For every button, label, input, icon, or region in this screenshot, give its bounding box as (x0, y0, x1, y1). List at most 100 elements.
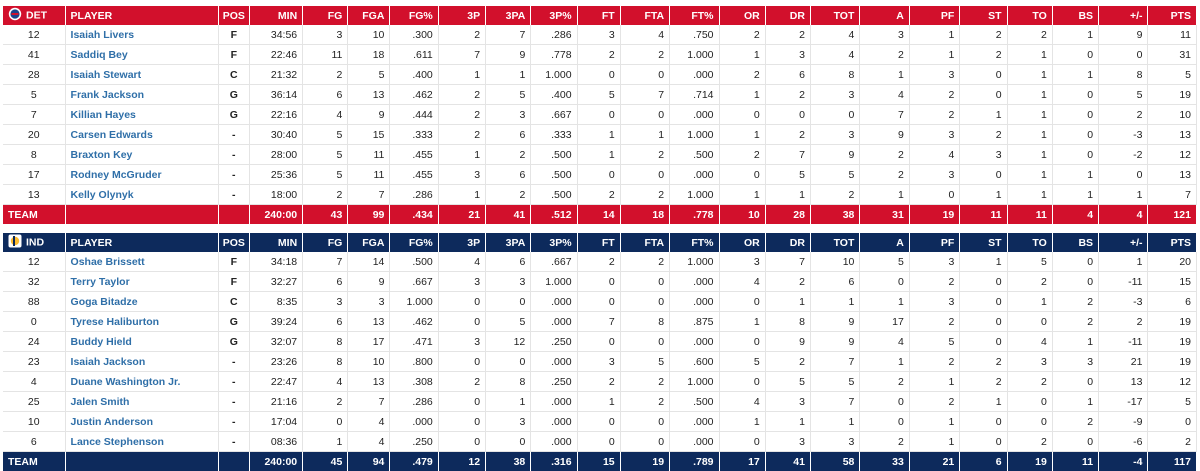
player-name-link[interactable]: Carsen Edwards (65, 125, 219, 145)
total-a: 31 (860, 205, 909, 225)
jersey-number: 13 (3, 185, 65, 205)
team-abbr: DET (26, 9, 47, 21)
column-header-pos: POS (219, 233, 249, 252)
stat-pts: 19 (1148, 332, 1197, 352)
player-name-link[interactable]: Braxton Key (65, 145, 219, 165)
stat-fg-pct: .250 (390, 432, 438, 452)
stat-fg-pct: .286 (390, 392, 438, 412)
stat-min: 21:16 (249, 392, 303, 412)
stat-fg: 6 (303, 272, 348, 292)
player-name-link[interactable]: Justin Anderson (65, 412, 219, 432)
stat-ft: 0 (577, 332, 620, 352)
jersey-number: 28 (3, 65, 65, 85)
player-name-link[interactable]: Isaiah Stewart (65, 65, 219, 85)
stat-st: 1 (960, 185, 1007, 205)
jersey-number: 41 (3, 45, 65, 65)
position: - (219, 432, 249, 452)
stat-bs: 1 (1052, 332, 1098, 352)
stat-a: 0 (860, 412, 909, 432)
stat-tot: 9 (810, 332, 859, 352)
stat-fta: 0 (620, 332, 669, 352)
team-total-label: TEAM (3, 205, 65, 225)
stat-tot: 10 (810, 252, 859, 272)
stat-dr: 2 (765, 352, 810, 372)
stat-pts: 20 (1148, 252, 1197, 272)
stat-bs: 0 (1052, 85, 1098, 105)
stat-min: 8:35 (249, 292, 303, 312)
stat-fg: 6 (303, 85, 348, 105)
stat-pf: 4 (909, 145, 959, 165)
stat-ft: 0 (577, 412, 620, 432)
stat-st: 0 (960, 292, 1007, 312)
stat-min: 25:36 (249, 165, 303, 185)
stat-min: 22:16 (249, 105, 303, 125)
stat-fga: 13 (348, 372, 390, 392)
stat-or: 2 (719, 145, 765, 165)
stat-or: 0 (719, 292, 765, 312)
player-name-link[interactable]: Rodney McGruder (65, 165, 219, 185)
stat-fga: 10 (348, 352, 390, 372)
stat-fga: 7 (348, 185, 390, 205)
total-spacer (65, 452, 219, 471)
player-name-link[interactable]: Terry Taylor (65, 272, 219, 292)
stat-3p-pct: .000 (531, 412, 577, 432)
player-name-link[interactable]: Isaiah Livers (65, 25, 219, 45)
player-name-link[interactable]: Buddy Hield (65, 332, 219, 352)
stat-plus-minus: -6 (1099, 432, 1148, 452)
position: - (219, 372, 249, 392)
stat-st: 0 (960, 65, 1007, 85)
player-name-link[interactable]: Lance Stephenson (65, 432, 219, 452)
total-fga: 99 (348, 205, 390, 225)
stat-3p: 2 (438, 25, 485, 45)
player-name-link[interactable]: Isaiah Jackson (65, 352, 219, 372)
position: - (219, 392, 249, 412)
total-a: 33 (860, 452, 909, 471)
stat-tot: 2 (810, 185, 859, 205)
stat-or: 1 (719, 45, 765, 65)
stat-bs: 1 (1052, 25, 1098, 45)
stat-pts: 0 (1148, 412, 1197, 432)
stat-a: 17 (860, 312, 909, 332)
stat-min: 36:14 (249, 85, 303, 105)
stat-pf: 3 (909, 165, 959, 185)
column-header-min: MIN (249, 233, 303, 252)
column-header-ft-pct: FT% (670, 233, 719, 252)
total-or: 17 (719, 452, 765, 471)
player-name-link[interactable]: Tyrese Haliburton (65, 312, 219, 332)
player-name-link[interactable]: Jalen Smith (65, 392, 219, 412)
stat-pts: 10 (1148, 105, 1197, 125)
stat-plus-minus: 2 (1099, 105, 1148, 125)
stat-min: 28:00 (249, 145, 303, 165)
stat-pts: 5 (1148, 65, 1197, 85)
player-name-link[interactable]: Goga Bitadze (65, 292, 219, 312)
stat-to: 1 (1007, 145, 1052, 165)
stat-pf: 3 (909, 252, 959, 272)
stat-st: 1 (960, 392, 1007, 412)
player-name-link[interactable]: Frank Jackson (65, 85, 219, 105)
stat-st: 1 (960, 252, 1007, 272)
stat-to: 2 (1007, 372, 1052, 392)
column-header-fg-pct: FG% (390, 6, 438, 25)
total-dr: 41 (765, 452, 810, 471)
stat-bs: 2 (1052, 292, 1098, 312)
player-name-link[interactable]: Killian Hayes (65, 105, 219, 125)
player-name-link[interactable]: Kelly Olynyk (65, 185, 219, 205)
stat-3p: 1 (438, 65, 485, 85)
stat-min: 32:27 (249, 272, 303, 292)
stat-ft-pct: .000 (670, 432, 719, 452)
stat-3p: 0 (438, 412, 485, 432)
player-name-link[interactable]: Saddiq Bey (65, 45, 219, 65)
stat-ft-pct: .000 (670, 272, 719, 292)
column-header-st: ST (960, 6, 1007, 25)
stat-pf: 2 (909, 85, 959, 105)
stat-ft-pct: .000 (670, 65, 719, 85)
player-name-link[interactable]: Oshae Brissett (65, 252, 219, 272)
stat-pf: 1 (909, 45, 959, 65)
player-name-link[interactable]: Duane Washington Jr. (65, 372, 219, 392)
